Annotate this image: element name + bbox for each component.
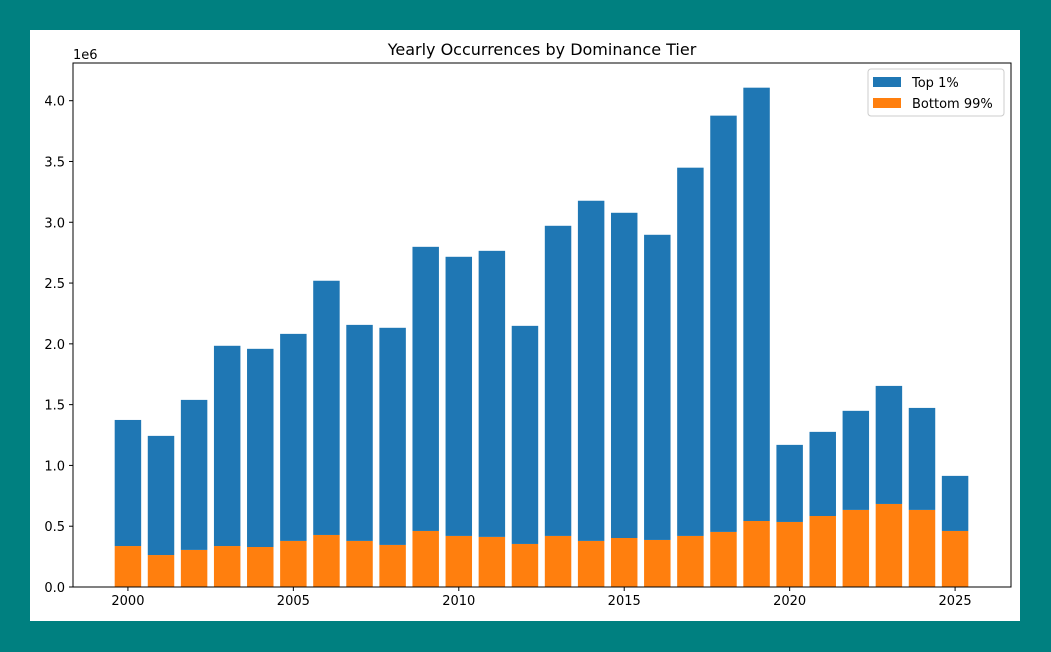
- y-tick-label-3.0: 3.0: [44, 216, 65, 231]
- bar-bottom-99--2013: [544, 535, 572, 587]
- x-tick-label-2005: 2005: [277, 594, 310, 609]
- bar-top-1--2002: [180, 399, 208, 550]
- bar-top-1--2017: [677, 167, 704, 536]
- bar-bottom-99--2011: [478, 536, 506, 587]
- bar-top-1--2007: [346, 324, 373, 541]
- bar-bottom-99--2015: [610, 538, 638, 587]
- y-tick-label-0.0: 0.0: [44, 581, 65, 596]
- bar-top-1--2021: [809, 431, 836, 516]
- legend-swatch-top: [873, 77, 901, 87]
- bar-bottom-99--2012: [511, 543, 539, 587]
- y-tick-label-2.5: 2.5: [44, 277, 65, 292]
- legend-swatch-bottom: [873, 98, 901, 108]
- bar-bottom-99--2025: [941, 530, 969, 587]
- bar-bottom-99--2003: [213, 546, 241, 587]
- bar-top-1--2024: [908, 407, 936, 510]
- bar-top-1--2014: [577, 200, 605, 541]
- x-tick-label-2010: 2010: [442, 594, 475, 609]
- plot-frame: [72, 62, 1012, 588]
- bar-bottom-99--2023: [875, 503, 903, 587]
- bar-top-1--2008: [379, 327, 406, 545]
- bar-top-1--2022: [842, 410, 870, 510]
- x-tick-label-2020: 2020: [773, 594, 806, 609]
- bar-top-1--2010: [445, 256, 473, 536]
- y-tick-label-1.5: 1.5: [44, 399, 65, 414]
- bar-bottom-99--2020: [776, 521, 803, 587]
- legend-box: [867, 68, 1005, 117]
- chart-title: Yearly Occurrences by Dominance Tier: [387, 40, 697, 59]
- bar-bottom-99--2004: [247, 547, 274, 587]
- legend: Top 1% Bottom 99%: [867, 68, 1005, 117]
- bar-top-1--2018: [710, 115, 737, 532]
- bar-top-1--2011: [478, 250, 506, 537]
- bar-bottom-99--2007: [346, 540, 373, 587]
- x-tick-label-2000: 2000: [111, 594, 144, 609]
- stacked-bar-chart: Yearly Occurrences by Dominance Tier 1e6…: [44, 40, 1012, 609]
- bar-top-1--2005: [280, 333, 307, 541]
- bar-bottom-99--2016: [644, 539, 671, 587]
- bar-top-1--2012: [511, 325, 539, 544]
- y-offset-label: 1e6: [73, 48, 98, 63]
- bar-bottom-99--2017: [677, 535, 704, 587]
- bar-bottom-99--2000: [114, 546, 142, 587]
- bar-top-1--2016: [644, 234, 671, 540]
- legend-label-bottom: Bottom 99%: [912, 97, 993, 112]
- y-tick-label-1.0: 1.0: [44, 459, 65, 474]
- y-tick-label-4.0: 4.0: [44, 95, 65, 110]
- bar-bottom-99--2022: [842, 509, 870, 587]
- bar-top-1--2003: [213, 345, 241, 547]
- y-tick-label-0.5: 0.5: [44, 520, 65, 535]
- bar-top-1--2006: [313, 280, 340, 535]
- bar-bottom-99--2002: [180, 549, 208, 587]
- bar-top-1--2023: [875, 385, 903, 504]
- bar-top-1--2013: [544, 225, 572, 536]
- bar-bottom-99--2021: [809, 515, 836, 587]
- bar-top-1--2019: [743, 87, 770, 521]
- bar-top-1--2020: [776, 444, 803, 522]
- y-tick-label-3.5: 3.5: [44, 155, 65, 170]
- bar-top-1--2015: [610, 212, 638, 539]
- bar-bottom-99--2024: [908, 509, 936, 587]
- bar-top-1--2000: [114, 419, 142, 547]
- bar-top-1--2009: [412, 246, 439, 531]
- x-tick-label-2015: 2015: [608, 594, 641, 609]
- bar-bottom-99--2005: [280, 540, 307, 587]
- bar-top-1--2001: [147, 435, 175, 556]
- bar-bottom-99--2014: [577, 540, 605, 587]
- bar-bottom-99--2009: [412, 530, 439, 587]
- y-tick-label-2.0: 2.0: [44, 338, 65, 353]
- bar-bottom-99--2019: [743, 520, 770, 587]
- bar-top-1--2004: [247, 348, 274, 548]
- legend-label-top: Top 1%: [911, 76, 959, 91]
- bar-bottom-99--2008: [379, 544, 406, 587]
- bar-bottom-99--2010: [445, 535, 473, 587]
- bar-top-1--2025: [941, 475, 969, 531]
- figure: Yearly Occurrences by Dominance Tier 1e6…: [30, 30, 1020, 621]
- bar-bottom-99--2001: [147, 555, 175, 587]
- bar-bottom-99--2018: [710, 531, 737, 587]
- x-tick-label-2025: 2025: [939, 594, 972, 609]
- bar-bottom-99--2006: [313, 534, 340, 587]
